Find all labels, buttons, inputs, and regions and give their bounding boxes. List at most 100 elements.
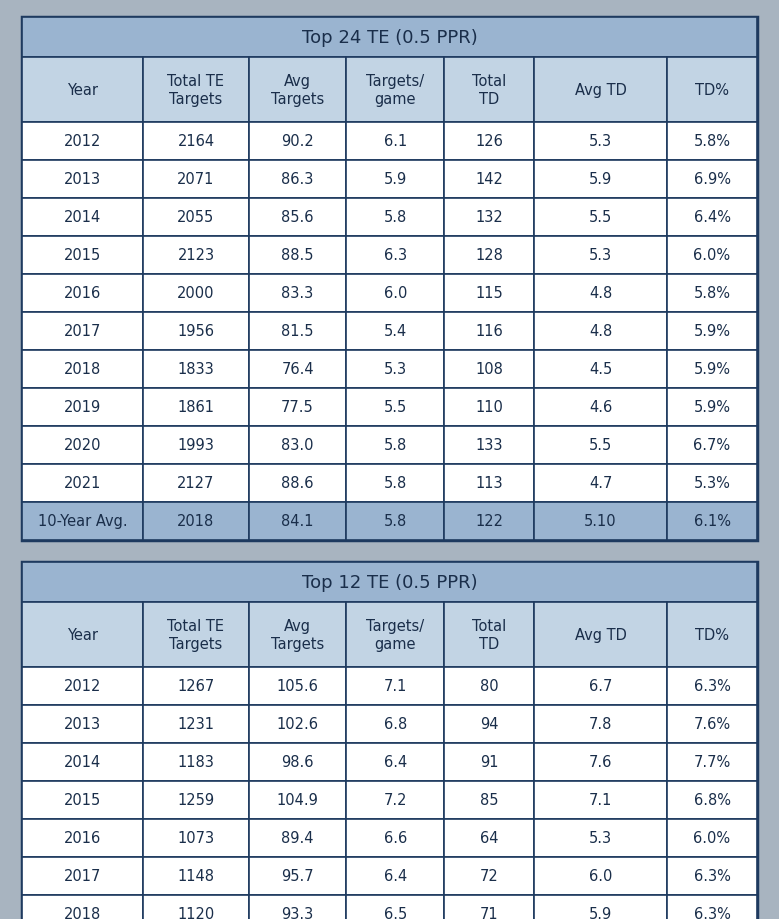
Text: Targets/
game: Targets/ game (366, 618, 425, 651)
Text: 2018: 2018 (64, 906, 101, 919)
Bar (534, 389, 667, 426)
Text: 7.6: 7.6 (589, 754, 612, 769)
Bar (249, 895, 347, 919)
Text: 94: 94 (480, 717, 499, 732)
Text: 2015: 2015 (64, 792, 101, 808)
Text: 6.6: 6.6 (384, 831, 407, 845)
Text: 5.5: 5.5 (384, 400, 407, 415)
Text: Avg
Targets: Avg Targets (271, 618, 324, 651)
Text: Total TE
Targets: Total TE Targets (167, 74, 224, 107)
Text: 6.4: 6.4 (384, 868, 407, 883)
Bar (667, 199, 757, 237)
Bar (347, 667, 444, 705)
Text: 2013: 2013 (64, 173, 101, 187)
Text: 2017: 2017 (64, 324, 101, 339)
Text: 6.0%: 6.0% (693, 831, 731, 845)
Bar (667, 819, 757, 857)
Text: 93.3: 93.3 (281, 906, 314, 919)
Bar (249, 123, 347, 161)
Text: 89.4: 89.4 (281, 831, 314, 845)
Bar (347, 743, 444, 781)
Bar (143, 389, 249, 426)
Bar (667, 161, 757, 199)
Bar (22, 781, 143, 819)
Bar (534, 237, 667, 275)
Bar (667, 743, 757, 781)
Bar (534, 503, 667, 540)
Bar (143, 743, 249, 781)
Bar (534, 58, 667, 123)
Bar (22, 895, 143, 919)
Bar (249, 667, 347, 705)
Text: 2055: 2055 (178, 210, 214, 225)
Text: 1183: 1183 (178, 754, 214, 769)
Bar (143, 123, 249, 161)
Text: Top 12 TE (0.5 PPR): Top 12 TE (0.5 PPR) (301, 573, 478, 591)
Bar (444, 161, 534, 199)
Text: 5.4: 5.4 (384, 324, 407, 339)
Bar (667, 602, 757, 667)
Bar (667, 857, 757, 895)
Text: 5.8: 5.8 (384, 210, 407, 225)
Bar (22, 464, 143, 503)
Bar (347, 781, 444, 819)
Text: 110: 110 (475, 400, 503, 415)
Bar (249, 351, 347, 389)
Text: Total TE
Targets: Total TE Targets (167, 618, 224, 651)
Bar (534, 667, 667, 705)
Bar (667, 464, 757, 503)
Bar (143, 819, 249, 857)
Bar (667, 275, 757, 312)
Bar (444, 667, 534, 705)
Text: 1073: 1073 (178, 831, 214, 845)
Bar (249, 743, 347, 781)
Bar (249, 199, 347, 237)
Bar (22, 705, 143, 743)
Text: Year: Year (67, 83, 98, 98)
Text: 10-Year Avg.: 10-Year Avg. (38, 514, 128, 529)
Text: 6.0: 6.0 (589, 868, 612, 883)
Text: 76.4: 76.4 (281, 362, 314, 377)
Text: 83.0: 83.0 (281, 438, 314, 453)
Bar (22, 503, 143, 540)
Text: 1148: 1148 (178, 868, 214, 883)
Text: 6.3%: 6.3% (693, 679, 731, 694)
Text: 2019: 2019 (64, 400, 101, 415)
Text: 72: 72 (480, 868, 499, 883)
Bar (667, 58, 757, 123)
Bar (534, 199, 667, 237)
Text: 116: 116 (475, 324, 503, 339)
Text: 71: 71 (480, 906, 499, 919)
Bar (444, 464, 534, 503)
Text: 2018: 2018 (178, 514, 214, 529)
Text: 2017: 2017 (64, 868, 101, 883)
Text: 5.8%: 5.8% (693, 286, 731, 301)
Text: 5.3: 5.3 (384, 362, 407, 377)
Bar (444, 857, 534, 895)
Bar (22, 58, 143, 123)
Text: 1993: 1993 (178, 438, 214, 453)
Text: 2016: 2016 (64, 286, 101, 301)
Text: 5.8%: 5.8% (693, 134, 731, 149)
Text: 4.5: 4.5 (589, 362, 612, 377)
Text: 6.3%: 6.3% (693, 906, 731, 919)
Bar (249, 58, 347, 123)
Bar (444, 123, 534, 161)
Text: Total
TD: Total TD (472, 618, 506, 651)
Text: 5.10: 5.10 (584, 514, 617, 529)
Bar (347, 389, 444, 426)
Text: 105.6: 105.6 (277, 679, 319, 694)
Bar (347, 161, 444, 199)
Text: 7.1: 7.1 (589, 792, 612, 808)
Bar (143, 503, 249, 540)
Text: 5.5: 5.5 (589, 210, 612, 225)
Text: 6.0%: 6.0% (693, 248, 731, 263)
Bar (347, 602, 444, 667)
Text: Year: Year (67, 628, 98, 642)
Text: 1956: 1956 (178, 324, 214, 339)
Bar (667, 503, 757, 540)
Bar (249, 602, 347, 667)
Text: 84.1: 84.1 (281, 514, 314, 529)
Bar (444, 199, 534, 237)
Text: 142: 142 (475, 173, 503, 187)
